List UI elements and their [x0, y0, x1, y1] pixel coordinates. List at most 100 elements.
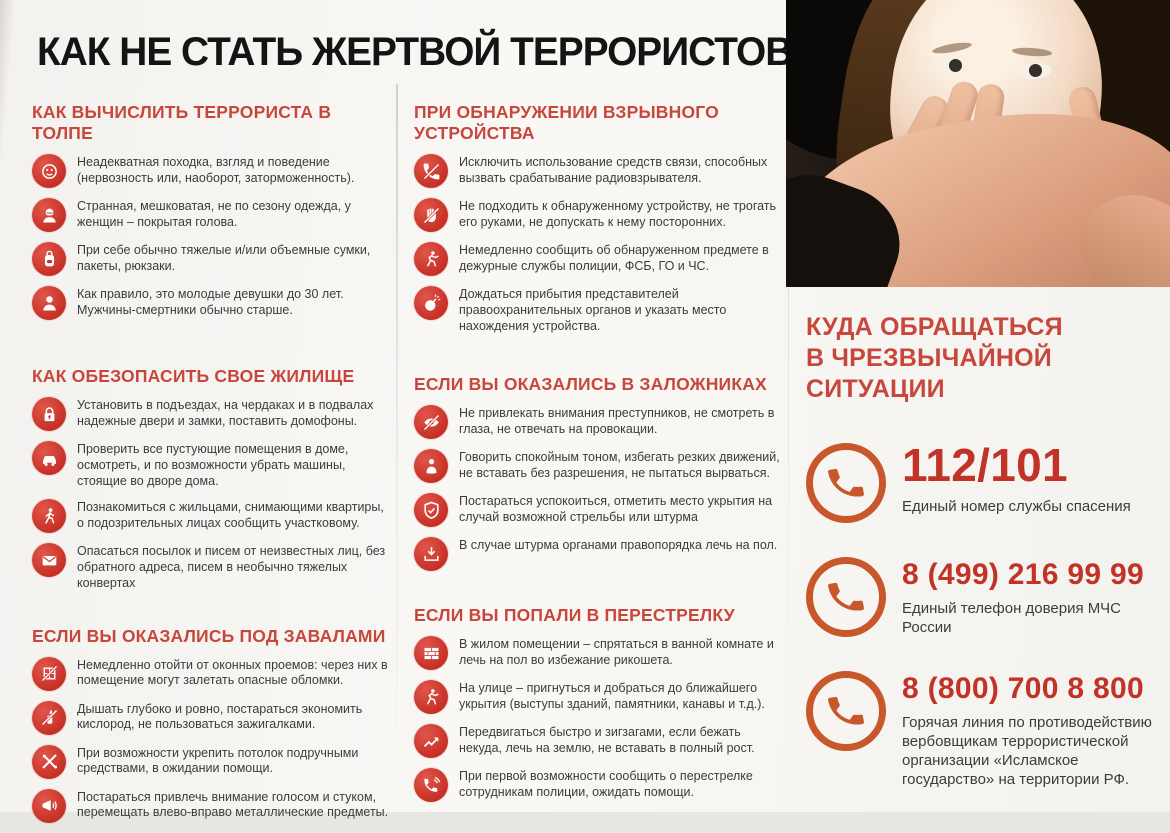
- list-item: На улице – пригнуться и добраться до бли…: [414, 680, 780, 715]
- emergency-contact: 8 (800) 700 8 800 Горячая линия по против…: [806, 671, 1160, 789]
- emergency-contact: 8 (499) 216 99 99 Единый телефон доверия …: [806, 557, 1160, 637]
- section-spot-terrorist: КАК ВЫЧИСЛИТЬ ТЕРРОРИСТА В ТОЛПЕ Неадеква…: [32, 102, 392, 320]
- fold-line: [396, 84, 398, 812]
- list-item: При первой возможности сообщить о перест…: [414, 768, 780, 803]
- megaphone-icon: [32, 788, 66, 823]
- phone-crossed-icon: [414, 154, 448, 188]
- young-person-icon: [32, 286, 66, 320]
- shield-check-icon: [414, 493, 448, 528]
- section-title: КАК ВЫЧИСЛИТЬ ТЕРРОРИСТА В ТОЛПЕ: [32, 102, 332, 143]
- bomb-icon: [414, 286, 448, 320]
- phone-number: 8 (499) 216 99 99: [902, 558, 1144, 591]
- item-text: При себе обычно тяжелые и/или объемные с…: [77, 243, 371, 273]
- list-item: При себе обычно тяжелые и/или объемные с…: [32, 242, 392, 276]
- brick-wall-icon: [414, 636, 448, 671]
- list-item: Как правило, это молодые девушки до 30 л…: [32, 286, 392, 320]
- item-text: Проверить все пустующие помещения в доме…: [77, 442, 349, 488]
- neighbor-walking-icon: [32, 499, 66, 534]
- item-text: При первой возможности сообщить о перест…: [459, 769, 753, 799]
- item-text: Дышать глубоко и ровно, постараться экон…: [77, 701, 363, 732]
- emergency-title: КУДА ОБРАЩАТЬСЯ В ЧРЕЗВЫЧАЙНОЙ СИТУАЦИИ: [806, 313, 1063, 403]
- column-middle: ПРИ ОБНАРУЖЕНИИ ВЗРЫВНОГО УСТРОЙСТВА Искл…: [414, 102, 780, 812]
- item-text: Как правило, это молодые девушки до 30 л…: [77, 287, 344, 317]
- lock-icon: [32, 397, 66, 431]
- list-item: Исключить использование средств связи, с…: [414, 154, 780, 188]
- item-text: Постараться успокоиться, отметить место …: [459, 494, 773, 524]
- item-text: Постараться привлечь внимание голосом и …: [77, 789, 389, 820]
- item-text: Не привлекать внимания преступников, не …: [459, 406, 775, 436]
- touch-crossed-icon: [414, 198, 448, 232]
- contact-list: 112/101 Единый номер службы спасения 8 (49…: [806, 439, 1160, 789]
- list-item: Познакомиться с жильцами, снимающими ква…: [32, 499, 392, 534]
- runner-icon: [414, 680, 448, 715]
- item-text: Опасаться посылок и писем от неизвестных…: [77, 544, 386, 590]
- section-title: ПРИ ОБНАРУЖЕНИИ ВЗРЫВНОГО УСТРОЙСТВА: [414, 102, 719, 143]
- list-item: Дождаться прибытия представителей правоо…: [414, 286, 780, 334]
- section-title: ЕСЛИ ВЫ ОКАЗАЛИСЬ В ЗАЛОЖНИКАХ: [414, 374, 767, 395]
- phone-call-icon: [414, 768, 448, 803]
- zigzag-arrow-icon: [414, 724, 448, 759]
- lighter-crossed-icon: [32, 700, 66, 735]
- list-item: Неадекватная походка, взгляд и поведение…: [32, 154, 392, 188]
- item-text: Установить в подъездах, на чердаках и в …: [77, 398, 374, 428]
- item-text: Дождаться прибытия представителей правоо…: [459, 287, 727, 333]
- page-title: КАК НЕ СТАТЬ ЖЕРТВОЙ ТЕРРОРИСТОВ: [37, 30, 793, 74]
- photo-pupil: [949, 59, 962, 72]
- item-text: Познакомиться с жильцами, снимающими ква…: [77, 500, 384, 530]
- emergency-panel: КУДА ОБРАЩАТЬСЯ В ЧРЕЗВЫЧАЙНОЙ СИТУАЦИИ 1…: [806, 312, 1160, 823]
- list-item: Проверить все пустующие помещения в доме…: [32, 441, 392, 489]
- section-hostage: ЕСЛИ ВЫ ОКАЗАЛИСЬ В ЗАЛОЖНИКАХ Не привлек…: [414, 374, 780, 572]
- suspicious-face-icon: [32, 154, 66, 188]
- list-item: Опасаться посылок и писем от неизвестных…: [32, 543, 392, 591]
- suspicious-mail-icon: [32, 543, 66, 578]
- section-explosive-device: ПРИ ОБНАРУЖЕНИИ ВЗРЫВНОГО УСТРОЙСТВА Искл…: [414, 102, 780, 334]
- item-text: В случае штурма органами правопорядка ле…: [459, 538, 778, 553]
- list-item: Передвигаться быстро и зигзагами, если б…: [414, 724, 780, 759]
- phone-label: Единый номер службы спасения: [902, 498, 1131, 516]
- item-text: Говорить спокойным тоном, избегать резки…: [459, 450, 780, 480]
- column-left: КАК ВЫЧИСЛИТЬ ТЕРРОРИСТА В ТОЛПЕ Неадеква…: [32, 102, 392, 833]
- item-text: Неадекватная походка, взгляд и поведение…: [77, 155, 355, 185]
- item-text: На улице – пригнуться и добраться до бли…: [459, 681, 765, 711]
- item-text: Исключить использование средств связи, с…: [459, 155, 768, 185]
- item-text: При возможности укрепить потолок подручн…: [77, 745, 359, 776]
- emergency-contact: 112/101 Единый номер службы спасения: [806, 439, 1160, 523]
- list-item: Дышать глубоко и ровно, постараться экон…: [32, 700, 392, 735]
- phone-label: Горячая линия по противодействию вербовщ…: [902, 713, 1152, 788]
- section-under-rubble: ЕСЛИ ВЫ ОКАЗАЛИСЬ ПОД ЗАВАЛАМИ Немедленно…: [32, 626, 392, 823]
- covered-head-person-icon: [32, 198, 66, 232]
- list-item: В жилом помещении – спрятаться в ванной …: [414, 636, 780, 671]
- section-title: КАК ОБЕЗОПАСИТЬ СВОЕ ЖИЛИЩЕ: [32, 366, 355, 386]
- phone-number: 112/101: [902, 439, 1068, 491]
- item-text: Не подходить к обнаруженному устройству,…: [459, 199, 777, 229]
- section-title: ЕСЛИ ВЫ ОКАЗАЛИСЬ ПОД ЗАВАЛАМИ: [32, 625, 386, 646]
- heavy-bags-icon: [32, 242, 66, 276]
- car-icon: [32, 441, 66, 475]
- list-item: Постараться успокоиться, отметить место …: [414, 493, 780, 528]
- item-text: В жилом помещении – спрятаться в ванной …: [459, 637, 774, 667]
- phone-handset-icon: [806, 557, 886, 637]
- list-item: Немедленно сообщить об обнаруженном пред…: [414, 242, 780, 276]
- phone-label: Единый телефон доверия МЧС России: [902, 599, 1121, 636]
- window-crossed-icon: [32, 656, 66, 691]
- fold-line: [788, 287, 789, 812]
- photo-child-hand-over-mouth: [786, 0, 1170, 287]
- list-item: Говорить спокойным тоном, избегать резки…: [414, 449, 780, 484]
- list-item: Не привлекать внимания преступников, не …: [414, 405, 780, 440]
- calm-person-icon: [414, 449, 448, 484]
- section-crossfire: ЕСЛИ ВЫ ПОПАЛИ В ПЕРЕСТРЕЛКУ В жилом поме…: [414, 605, 780, 803]
- section-title: ЕСЛИ ВЫ ПОПАЛИ В ПЕРЕСТРЕЛКУ: [414, 605, 735, 626]
- section-secure-home: КАК ОБЕЗОПАСИТЬ СВОЕ ЖИЛИЩЕ Установить в …: [32, 366, 392, 592]
- lie-on-floor-icon: [414, 537, 448, 572]
- list-item: Установить в подъездах, на чердаках и в …: [32, 397, 392, 431]
- phone-number: 8 (800) 700 8 800: [902, 672, 1144, 705]
- photo-pupil: [1029, 64, 1042, 77]
- item-text: Немедленно сообщить об обнаруженном пред…: [459, 243, 769, 273]
- phone-handset-icon: [806, 443, 886, 523]
- list-item: При возможности укрепить потолок подручн…: [32, 744, 392, 779]
- item-text: Странная, мешковатая, не по сезону одежд…: [77, 199, 351, 229]
- item-text: Передвигаться быстро и зигзагами, если б…: [459, 725, 755, 755]
- list-item: Странная, мешковатая, не по сезону одежд…: [32, 198, 392, 232]
- list-item: В случае штурма органами правопорядка ле…: [414, 537, 780, 572]
